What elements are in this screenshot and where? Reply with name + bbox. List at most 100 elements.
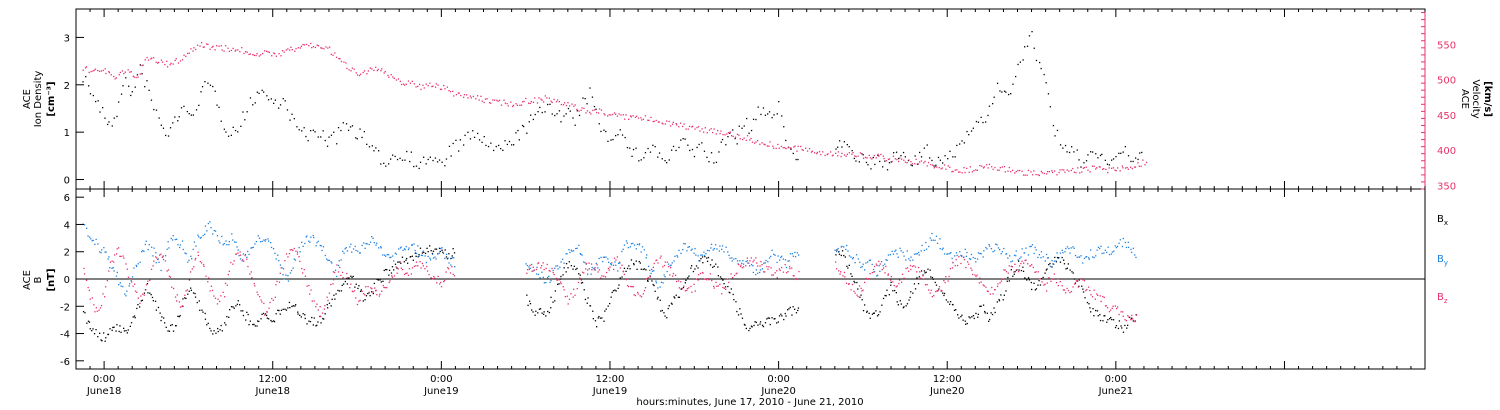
x-tick-date-label: June18 <box>86 386 122 397</box>
by-point <box>729 257 731 259</box>
density-point <box>342 122 344 124</box>
by-point <box>425 261 427 264</box>
bz-point <box>1124 319 1126 321</box>
by-point <box>390 256 392 258</box>
density-point <box>865 161 868 164</box>
velocity-point <box>453 95 455 97</box>
by-point <box>1132 247 1134 249</box>
velocity-point <box>399 80 401 82</box>
velocity-point <box>1052 171 1054 174</box>
velocity-point <box>938 166 940 169</box>
velocity-point <box>878 155 880 157</box>
by-point <box>105 251 107 253</box>
velocity-point <box>696 126 698 129</box>
bx-point <box>739 308 741 310</box>
by-point <box>955 252 958 254</box>
by-point <box>602 260 604 263</box>
density-point <box>515 132 517 134</box>
bz-point <box>930 289 932 291</box>
bz-point <box>704 278 706 280</box>
velocity-point <box>573 105 575 107</box>
density-point <box>310 130 312 132</box>
bz-point <box>597 271 599 273</box>
velocity-point <box>93 69 95 71</box>
bx-point <box>1008 280 1010 282</box>
by-point <box>791 253 793 255</box>
density-point <box>1064 144 1067 147</box>
bz-point <box>261 301 263 303</box>
bz-point <box>1094 298 1096 300</box>
by-point <box>400 246 402 248</box>
by-point <box>304 242 306 245</box>
bx-point <box>846 265 848 267</box>
density-point <box>729 132 731 134</box>
density-point <box>549 103 551 105</box>
by-point <box>965 255 967 257</box>
velocity-point <box>435 83 437 85</box>
density-point <box>626 147 629 149</box>
density-point <box>359 128 361 130</box>
velocity-point <box>123 72 125 75</box>
by-point <box>715 244 717 246</box>
by-point <box>655 282 658 284</box>
velocity-point <box>637 117 640 119</box>
velocity-point <box>574 104 576 106</box>
bx-point <box>426 247 428 249</box>
bx-point <box>271 320 273 323</box>
density-point <box>469 138 472 140</box>
bx-point <box>973 317 975 320</box>
by-point <box>968 258 971 260</box>
by-point <box>116 271 118 274</box>
bx-point <box>86 322 88 324</box>
by-point <box>94 243 96 245</box>
velocity-point <box>230 49 232 52</box>
bz-point <box>341 271 344 274</box>
density-point <box>1062 147 1064 149</box>
bx-point <box>943 294 945 297</box>
bz-point <box>326 296 328 298</box>
density-point <box>128 85 130 87</box>
velocity-point <box>1008 166 1010 169</box>
bz-point <box>560 283 562 285</box>
bx-point <box>242 314 245 317</box>
by-point <box>306 235 308 237</box>
bx-point <box>735 301 737 303</box>
bx-point <box>570 265 572 267</box>
density-point <box>1097 157 1099 159</box>
density-point <box>900 155 902 157</box>
by-point <box>143 250 145 252</box>
velocity-point <box>520 104 523 106</box>
bz-point <box>1062 289 1065 291</box>
bz-point <box>284 260 286 262</box>
bx-point <box>1126 327 1128 329</box>
velocity-point <box>914 163 916 165</box>
bx-point <box>105 337 107 339</box>
bz-point <box>233 260 235 262</box>
density-point <box>301 130 303 132</box>
density-point <box>721 138 724 141</box>
bx-point <box>888 294 890 296</box>
by-point <box>198 236 200 238</box>
bx-point <box>101 340 103 342</box>
bx-point <box>547 310 549 313</box>
by-point <box>421 254 424 257</box>
by-point <box>111 267 113 269</box>
velocity-point <box>287 48 289 50</box>
field-tick-label: 6 <box>64 193 70 204</box>
density-point <box>317 136 319 138</box>
by-point <box>407 248 410 251</box>
by-point <box>959 251 961 253</box>
bx-point <box>713 265 715 267</box>
bz-point <box>303 269 305 271</box>
bz-point <box>445 271 447 273</box>
bz-point <box>585 262 588 265</box>
bx-point <box>903 306 905 308</box>
bx-point <box>579 274 581 276</box>
density-point <box>644 152 647 154</box>
bz-point <box>375 289 377 292</box>
bz-point <box>232 263 234 265</box>
bz-point <box>256 291 258 293</box>
bz-point <box>553 273 555 276</box>
by-point <box>667 263 670 265</box>
bz-point <box>355 297 357 299</box>
